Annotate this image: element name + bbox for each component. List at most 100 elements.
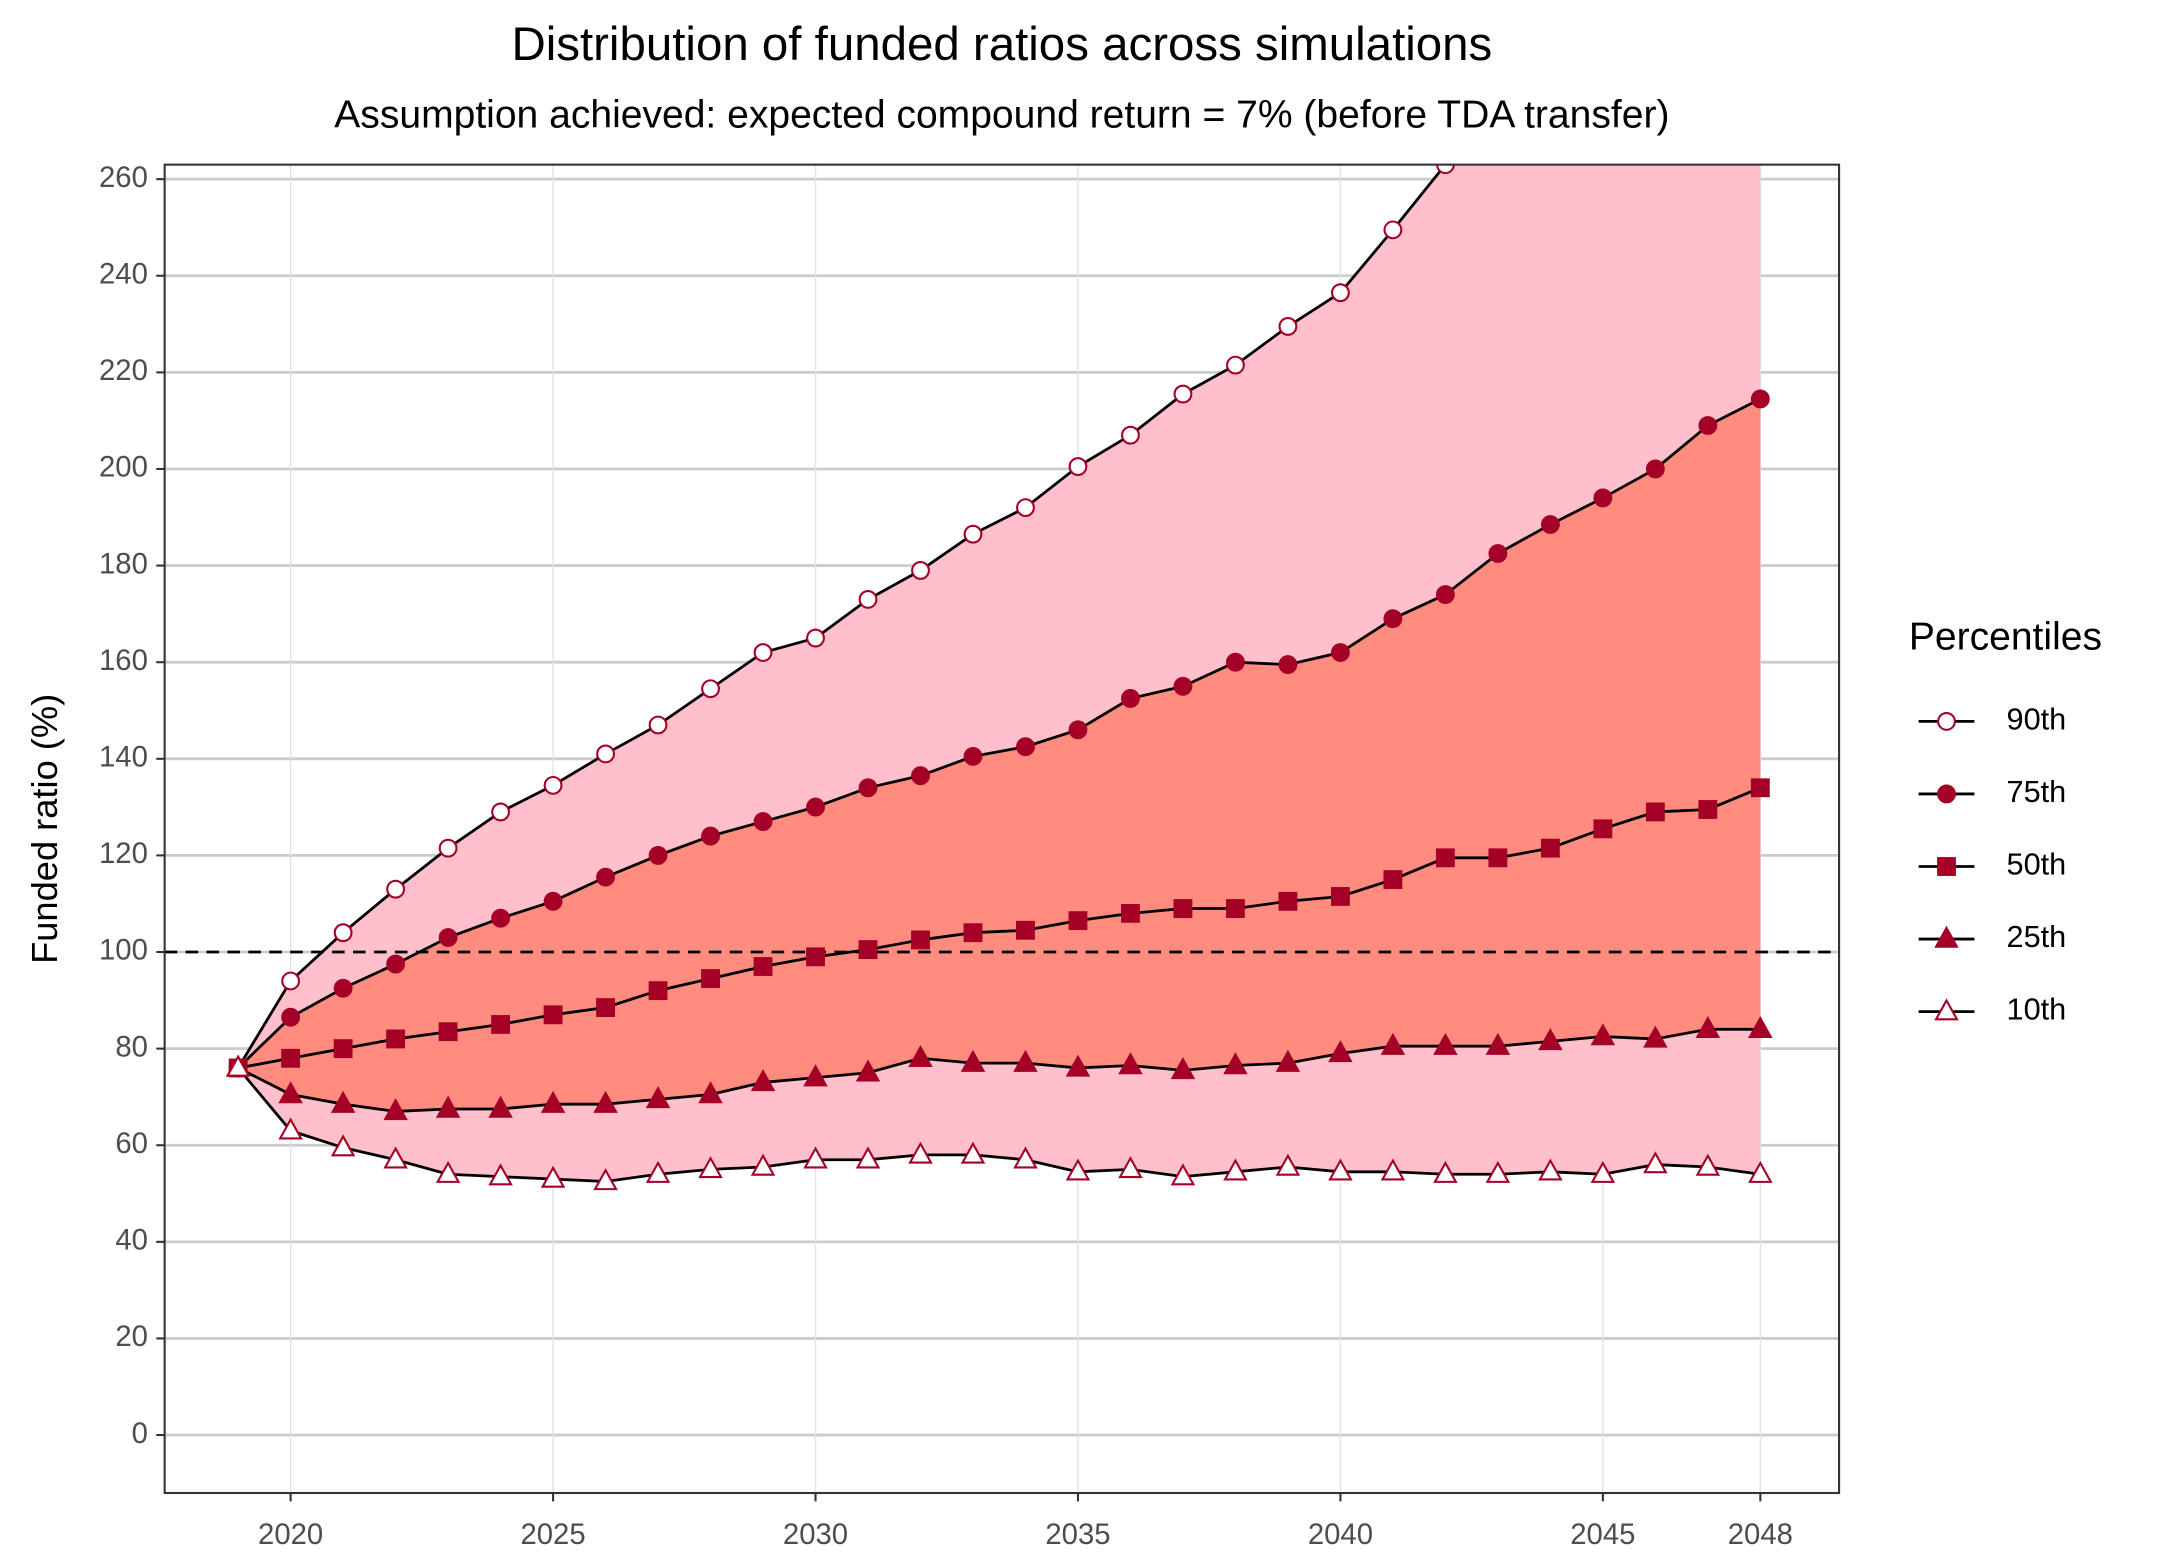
point [1330, 283, 1350, 303]
point [1748, 1160, 1773, 1183]
point [281, 1048, 301, 1068]
point [701, 969, 720, 988]
point [386, 879, 406, 899]
point [645, 1160, 671, 1183]
point [1121, 903, 1140, 923]
point [1748, 1015, 1773, 1039]
point [330, 1090, 356, 1113]
y-tick-label: 80 [115, 1030, 148, 1063]
point [225, 1054, 251, 1077]
plot-area [164, 0, 1840, 1191]
point [698, 1156, 723, 1179]
point [543, 775, 563, 795]
chart-subtitle: Assumption achieved: expected compound r… [334, 94, 1669, 137]
point [438, 1022, 458, 1042]
y-tick-label: 60 [115, 1127, 148, 1160]
series-line [237, 1027, 1761, 1113]
point [1937, 857, 1956, 876]
point [1173, 899, 1193, 918]
x-tick-label: 2035 [1045, 1518, 1110, 1551]
point [1698, 416, 1718, 435]
y-tick-label: 240 [99, 257, 148, 290]
legend-label: 90th [2007, 702, 2067, 737]
point [1698, 800, 1718, 819]
point [281, 1007, 301, 1027]
point [1118, 1156, 1143, 1179]
legend-label: 75th [2007, 774, 2067, 809]
point [750, 1153, 776, 1176]
point [1226, 899, 1245, 918]
y-tick-label: 200 [99, 451, 148, 484]
point [488, 1095, 513, 1118]
chart-title: Distribution of funded ratios across sim… [511, 18, 1492, 71]
point [963, 524, 983, 544]
point [596, 867, 615, 887]
point [386, 954, 406, 974]
point [333, 923, 353, 943]
point [1278, 655, 1298, 675]
point [963, 746, 983, 766]
point [806, 797, 825, 817]
x-tick-label: 2048 [1728, 1518, 1793, 1551]
point [333, 1039, 353, 1059]
point [1383, 220, 1403, 240]
point [543, 891, 563, 911]
point [1065, 1054, 1091, 1077]
y-tick-label: 160 [99, 644, 148, 677]
series-line [236, 164, 1448, 1069]
point [1435, 848, 1455, 868]
point [1643, 1025, 1668, 1048]
point [1173, 384, 1193, 404]
point [1013, 1049, 1038, 1072]
point [1540, 838, 1560, 858]
point [1542, 40, 1559, 57]
point [753, 812, 773, 832]
point [438, 838, 458, 858]
point [386, 1029, 406, 1049]
point [1433, 1032, 1458, 1055]
point [1121, 425, 1140, 445]
point [330, 1134, 356, 1157]
point [1170, 1057, 1196, 1080]
point [1435, 164, 1455, 175]
point [383, 1146, 408, 1169]
point [540, 1165, 566, 1188]
x-tick-label: 2030 [783, 1518, 848, 1551]
overlay: 0204060801001201401601802002202402602020… [99, 161, 2066, 1551]
y-tick-label: 120 [99, 837, 148, 870]
point [435, 1095, 461, 1118]
point [1594, 0, 1611, 4]
point [1540, 515, 1560, 534]
point [1068, 457, 1088, 476]
point [750, 1069, 776, 1092]
point [1750, 389, 1770, 409]
point [1328, 1158, 1353, 1181]
point [1118, 1052, 1143, 1075]
point [1226, 355, 1245, 375]
point [1695, 1015, 1721, 1039]
y-tick-label: 40 [115, 1224, 148, 1257]
point [908, 1044, 933, 1068]
point [1380, 1158, 1406, 1181]
point [1330, 643, 1350, 662]
series-line [237, 1067, 1761, 1183]
point [1645, 802, 1665, 822]
point [278, 1081, 303, 1104]
point [1590, 1023, 1616, 1046]
point [645, 1086, 671, 1109]
point [1593, 819, 1613, 839]
point [698, 1081, 723, 1104]
legend-label: 10th [2007, 992, 2067, 1027]
point [1590, 1160, 1616, 1183]
point [1016, 737, 1035, 757]
point [596, 744, 615, 764]
point [1016, 920, 1035, 940]
point [1278, 317, 1298, 336]
point [1645, 459, 1665, 479]
x-tick-label: 2025 [520, 1518, 585, 1551]
point [1488, 544, 1508, 563]
y-tick-label: 220 [99, 354, 148, 387]
point [960, 1141, 986, 1164]
legend-label: 50th [2007, 847, 2067, 882]
